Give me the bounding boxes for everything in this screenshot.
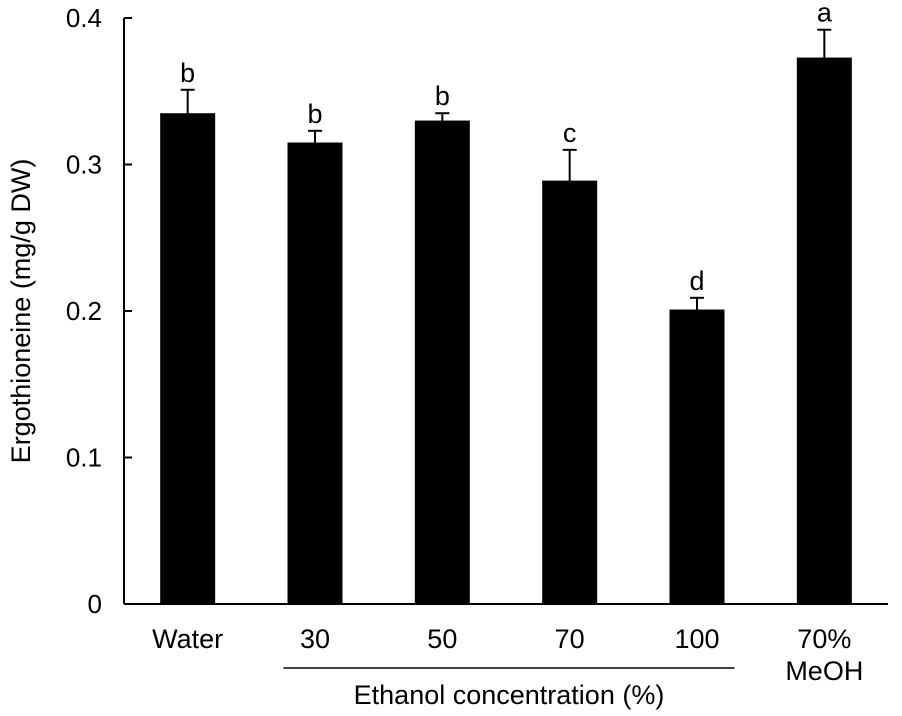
x-category-label: 30 (300, 624, 330, 654)
bar (542, 180, 598, 605)
error-bars (180, 28, 832, 323)
y-tick-label: 0.1 (66, 443, 102, 473)
significance-letter: c (563, 118, 577, 148)
bar (796, 57, 852, 605)
y-tick-label: 0.3 (66, 150, 102, 180)
x-category-label: 100 (674, 624, 719, 654)
x-category-label: 50 (427, 624, 457, 654)
bar (414, 120, 470, 605)
significance-letters: b b b c d a (180, 0, 833, 296)
group-label: Ethanol concentration (%) (354, 680, 665, 710)
y-axis: 0 0.1 0.2 0.3 0.4 (66, 3, 132, 619)
x-category-label: 70% (797, 624, 851, 654)
bars (160, 57, 852, 605)
bar (287, 142, 343, 604)
x-category-label: MeOH (785, 656, 863, 686)
y-tick-label: 0.2 (66, 296, 102, 326)
category-labels: Water 30 50 70 100 70%MeOH (152, 624, 863, 686)
group-annotation: Ethanol concentration (%) (283, 667, 735, 710)
significance-letter: b (180, 58, 195, 88)
significance-letter: d (689, 266, 704, 296)
significance-letter: b (435, 81, 450, 111)
x-category-label: 70 (555, 624, 585, 654)
significance-letter: a (817, 0, 833, 28)
y-axis-title: Ergothioneine (mg/g DW) (6, 159, 36, 464)
y-tick-label: 0.4 (66, 3, 102, 33)
x-category-label: Water (152, 624, 223, 654)
y-tick-label: 0 (88, 589, 102, 619)
bar (669, 309, 725, 604)
significance-letter: b (307, 99, 322, 129)
bar (160, 113, 216, 604)
